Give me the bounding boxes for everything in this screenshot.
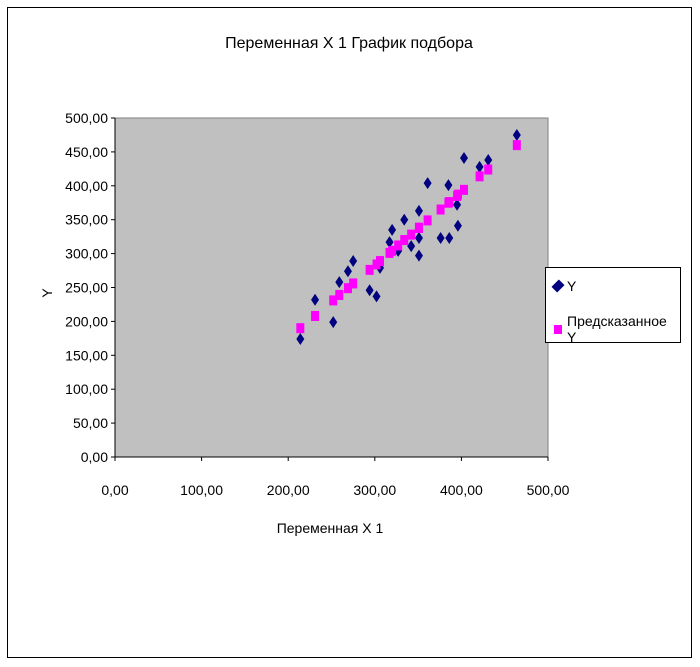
legend: Y Предсказанное Y	[545, 267, 681, 345]
data-point-predicted-y	[349, 278, 358, 289]
x-tick-label: 500,00	[527, 482, 570, 498]
legend-label: Y	[567, 278, 577, 294]
y-axis-label: Y	[39, 288, 55, 298]
y-tick-label: 200,00	[65, 313, 108, 329]
data-point-predicted-y	[423, 215, 432, 226]
data-point-y	[444, 179, 453, 192]
data-point-y	[388, 223, 397, 236]
data-point-y	[484, 154, 493, 167]
chart-frame	[7, 7, 692, 658]
y-tick-label: 250,00	[65, 280, 108, 296]
data-point-y	[296, 333, 305, 346]
y-tick-label: 300,00	[65, 246, 108, 262]
data-point-predicted-y	[484, 164, 493, 175]
data-point-y	[436, 232, 445, 245]
y-tick-label: 50,00	[73, 415, 108, 431]
data-point-y	[459, 152, 468, 165]
legend-item-y: Y	[551, 278, 577, 294]
y-tick-label: 0,00	[81, 449, 108, 465]
chart-title: Переменная X 1 График подбора	[225, 35, 473, 52]
data-point-predicted-y	[311, 310, 320, 321]
data-point-y	[372, 290, 381, 303]
data-point-predicted-y	[335, 289, 344, 300]
data-point-y	[407, 240, 416, 253]
data-point-predicted-y	[436, 204, 445, 215]
y-tick-label: 350,00	[65, 212, 108, 228]
data-point-predicted-y	[459, 184, 468, 195]
data-point-y	[423, 177, 432, 190]
data-point-y	[349, 255, 358, 268]
data-point-predicted-y	[296, 323, 305, 334]
data-point-y	[335, 276, 344, 289]
x-axis-label: Переменная X 1	[277, 520, 384, 536]
data-point-y	[311, 293, 320, 306]
data-point-predicted-y	[444, 197, 453, 208]
x-tick-label: 200,00	[267, 482, 310, 498]
y-tick-label: 450,00	[65, 144, 108, 160]
x-tick-label: 100,00	[180, 482, 223, 498]
data-point-y	[400, 213, 409, 226]
data-point-predicted-y	[414, 222, 423, 233]
data-point-y	[385, 236, 394, 249]
data-point-y	[365, 284, 374, 297]
data-point-predicted-y	[388, 245, 397, 256]
data-point-predicted-y	[475, 171, 484, 182]
x-tick-label: 300,00	[353, 482, 396, 498]
data-point-predicted-y	[453, 189, 462, 200]
data-point-y	[445, 232, 454, 245]
diamond-marker-icon	[551, 279, 565, 293]
data-point-predicted-y	[512, 140, 521, 151]
data-point-predicted-y	[365, 264, 374, 275]
data-point-predicted-y	[343, 283, 352, 294]
data-point-predicted-y	[329, 295, 338, 306]
y-tick-label: 400,00	[65, 178, 108, 194]
data-point-y	[414, 204, 423, 217]
y-tick-label: 150,00	[65, 347, 108, 363]
y-tick-label: 100,00	[65, 381, 108, 397]
data-point-y	[343, 265, 352, 278]
data-point-y	[475, 160, 484, 173]
data-point-y	[414, 249, 423, 262]
data-point-predicted-y	[407, 229, 416, 240]
data-point-y	[329, 316, 338, 329]
square-marker-icon	[554, 324, 562, 334]
x-tick-label: 0,00	[101, 482, 128, 498]
legend-item-predicted: Предсказанное Y	[554, 313, 680, 345]
plot-area	[114, 117, 549, 458]
data-point-predicted-y	[400, 235, 409, 246]
data-point-y	[453, 198, 462, 211]
data-point-predicted-y	[394, 240, 403, 251]
data-point-predicted-y	[375, 256, 384, 267]
x-tick-label: 400,00	[440, 482, 483, 498]
data-point-y	[414, 232, 423, 245]
data-point-y	[453, 219, 462, 232]
legend-label: Предсказанное Y	[567, 313, 667, 345]
y-tick-label: 500,00	[65, 110, 108, 126]
data-point-y	[512, 128, 521, 141]
